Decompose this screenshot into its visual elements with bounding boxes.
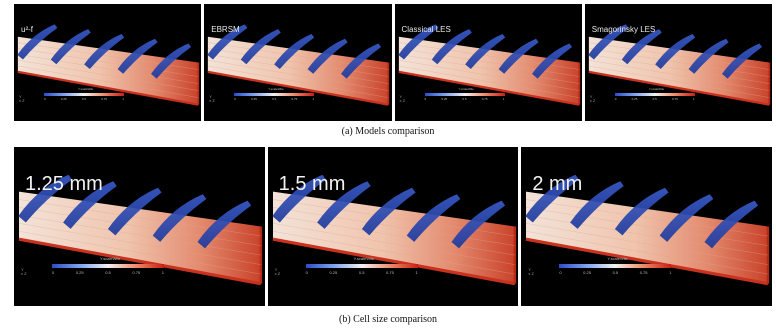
colorbar-title: Y.scaleWile bbox=[268, 87, 284, 91]
colorbar-tick: 0 bbox=[305, 270, 308, 275]
colorbar bbox=[614, 93, 695, 96]
flow-visualization bbox=[17, 24, 200, 106]
colorbar-legend: Y.scaleWile 0 0.25 0.5 0.75 1 bbox=[52, 256, 164, 282]
colorbar-tick: 0.5 bbox=[462, 97, 467, 101]
colorbar-title: Y.scaleWile bbox=[607, 256, 628, 261]
colorbar-tick: 0 bbox=[424, 97, 427, 101]
colorbar-tick: 1 bbox=[693, 97, 695, 101]
colorbar-tick: 0.25 bbox=[60, 97, 67, 101]
colorbar bbox=[559, 264, 672, 268]
panel-label: 2 mm bbox=[532, 173, 583, 195]
colorbar-legend: Y.scaleWile 0 0.25 0.5 0.75 1 bbox=[559, 256, 672, 282]
colorbar-tick: 1 bbox=[312, 97, 315, 101]
colorbar-legend: Y.scaleWile 0 0.25 0.5 0.75 1 bbox=[305, 256, 418, 282]
colorbar-tick: 0.5 bbox=[652, 97, 657, 101]
colorbar-tick: 0 bbox=[234, 97, 236, 101]
colorbar-tick: 1 bbox=[415, 270, 418, 275]
flow-visualization bbox=[525, 174, 770, 286]
panel-label: Classical LES bbox=[401, 25, 451, 34]
colorbar-legend: Y.scaleWile 0 0.25 0.5 0.75 1 bbox=[44, 87, 124, 105]
flow-visualization bbox=[588, 24, 770, 106]
colorbar-tick: 0.25 bbox=[583, 270, 591, 275]
flow-visualization bbox=[271, 174, 516, 286]
colorbar bbox=[424, 93, 505, 96]
colorbar-tick: 0.5 bbox=[81, 97, 87, 101]
colorbar-tick: 0.75 bbox=[481, 97, 488, 101]
panel-label: EBRSM bbox=[211, 25, 240, 34]
colorbar-title: Y.scaleWile bbox=[458, 87, 474, 91]
colorbar-tick: 1 bbox=[502, 97, 505, 101]
panel-label: 1.25 mm bbox=[25, 173, 103, 195]
flow-visualization bbox=[397, 24, 580, 106]
colorbar-tick: 1 bbox=[669, 270, 672, 275]
flow-visualization bbox=[207, 24, 390, 106]
colorbar-tick: 0.25 bbox=[441, 97, 448, 101]
colorbar-legend: Y.scaleWile 0 0.25 0.5 0.75 1 bbox=[234, 87, 315, 105]
colorbar-tick: 0.75 bbox=[291, 97, 298, 101]
colorbar-tick: 0.25 bbox=[329, 270, 338, 275]
colorbar-legend: Y.scaleWile 0 0.25 0.5 0.75 1 bbox=[614, 87, 695, 105]
panel-label: Smagorinsky LES bbox=[591, 25, 656, 34]
colorbar-tick: 0.5 bbox=[358, 270, 365, 275]
panel-label: 1.5 mm bbox=[278, 173, 346, 195]
colorbar bbox=[44, 93, 124, 96]
colorbar-tick: 1 bbox=[122, 97, 124, 101]
colorbar-tick: 0.5 bbox=[272, 97, 277, 101]
colorbar-tick: 0.75 bbox=[101, 97, 108, 101]
colorbar-tick: 0.25 bbox=[251, 97, 257, 101]
colorbar bbox=[52, 264, 164, 268]
colorbar-tick: 1 bbox=[161, 270, 164, 275]
colorbar-title: Y.scaleWile bbox=[648, 87, 665, 91]
colorbar bbox=[305, 264, 418, 268]
colorbar-tick: 0.75 bbox=[386, 270, 394, 275]
colorbar-tick: 0.75 bbox=[639, 270, 648, 275]
colorbar-tick: 0 bbox=[44, 97, 46, 101]
colorbar-tick: 0.75 bbox=[132, 270, 141, 275]
colorbar-title: Y.scaleWile bbox=[353, 256, 375, 261]
colorbar-tick: 0.5 bbox=[105, 270, 111, 275]
panel-label: u²-f bbox=[21, 25, 33, 34]
caption-cell-size-comparison: (b) Cell size comparison bbox=[338, 314, 438, 325]
colorbar-legend: Y.scaleWile 0 0.25 0.5 0.75 1 bbox=[424, 87, 505, 105]
colorbar-tick: 0.5 bbox=[612, 270, 619, 275]
colorbar-tick: 0 bbox=[52, 270, 55, 275]
colorbar-tick: 0.25 bbox=[631, 97, 638, 101]
colorbar-tick: 0 bbox=[614, 97, 617, 101]
caption-models-comparison: (a) Models comparison bbox=[341, 126, 435, 137]
flow-visualization bbox=[18, 174, 263, 286]
colorbar-title: Y.scaleWile bbox=[100, 256, 121, 261]
colorbar-tick: 0.75 bbox=[672, 97, 678, 101]
colorbar-tick: 0.25 bbox=[75, 270, 84, 275]
colorbar-title: Y.scaleWile bbox=[78, 87, 94, 91]
colorbar bbox=[234, 93, 315, 96]
colorbar-tick: 0 bbox=[559, 270, 562, 275]
